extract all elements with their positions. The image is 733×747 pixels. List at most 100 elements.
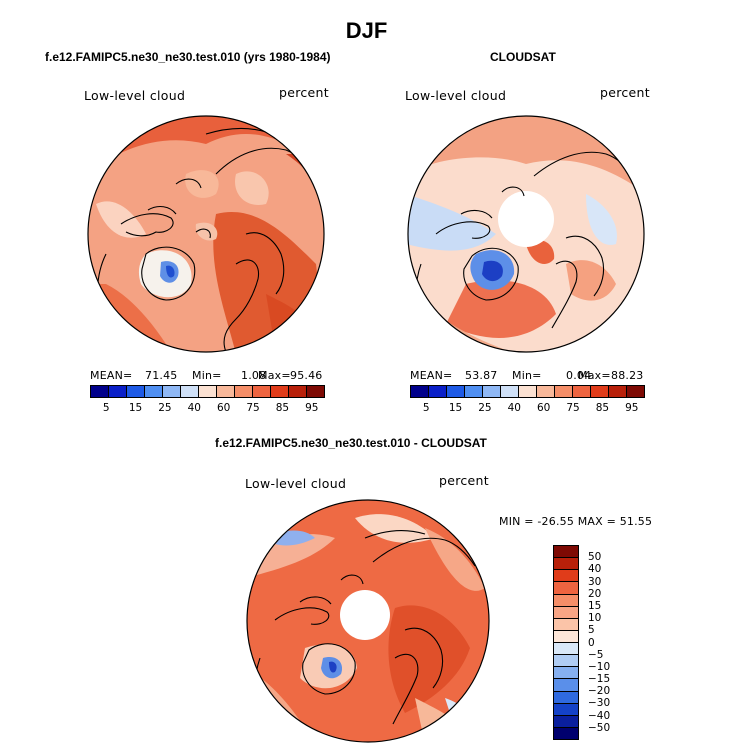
diff-colorbar-tick-label: 15 bbox=[588, 599, 602, 612]
diff-colorbar-swatch bbox=[554, 546, 578, 559]
diff-panel-title: f.e12.FAMIPC5.ne30_ne30.test.010 - CLOUD… bbox=[215, 436, 487, 450]
diff-colorbar-swatch bbox=[554, 594, 578, 607]
obs-colorbar-swatch bbox=[537, 386, 555, 397]
obs-mean-label: MEAN= bbox=[410, 369, 453, 382]
figure-title: DJF bbox=[345, 18, 388, 43]
diff-colorbar-tick-label: −40 bbox=[588, 709, 611, 722]
model-colorbar-tick-label: 5 bbox=[102, 402, 110, 414]
diff-colorbar-swatch bbox=[554, 691, 578, 704]
diff-colorbar-swatch bbox=[554, 679, 578, 692]
diff-colorbar-swatch bbox=[554, 570, 578, 583]
obs-colorbar-tick-label: 95 bbox=[625, 402, 639, 414]
model-mean-value: 71.45 bbox=[145, 369, 178, 382]
obs-colorbar-swatch bbox=[555, 386, 573, 397]
diff-colorbar-swatch bbox=[554, 667, 578, 680]
model-colorbar-swatch bbox=[217, 386, 235, 397]
diff-colorbar-tick-label: 50 bbox=[588, 551, 602, 564]
obs-colorbar-tick-label: 5 bbox=[422, 402, 430, 414]
model-colorbar-swatch bbox=[127, 386, 145, 397]
diff-colorbar-tick-label: −50 bbox=[588, 721, 611, 734]
obs-colorbar-swatch bbox=[447, 386, 465, 397]
model-colorbar-swatch bbox=[163, 386, 181, 397]
obs-mean-value: 53.87 bbox=[465, 369, 498, 382]
diff-colorbar-swatch bbox=[554, 703, 578, 716]
diff-colorbar-swatch bbox=[554, 727, 578, 739]
diff-colorbar-swatch bbox=[554, 715, 578, 728]
diff-colorbar-swatch bbox=[554, 582, 578, 595]
model-units-label: percent bbox=[279, 85, 329, 100]
diff-polar-map bbox=[246, 499, 490, 743]
diff-units-label: percent bbox=[439, 473, 489, 488]
obs-colorbar-swatch bbox=[573, 386, 591, 397]
model-mean-label: MEAN= bbox=[90, 369, 133, 382]
model-colorbar-tick-label: 60 bbox=[216, 402, 231, 414]
obs-max-value: 88.23 bbox=[611, 369, 644, 382]
obs-colorbar-swatch bbox=[465, 386, 483, 397]
diff-colorbar-swatch bbox=[554, 630, 578, 643]
model-colorbar-swatch bbox=[253, 386, 271, 397]
model-colorbar bbox=[90, 385, 325, 398]
obs-colorbar-tick-label: 85 bbox=[595, 402, 610, 414]
model-colorbar-tick-label: 15 bbox=[128, 402, 143, 414]
model-colorbar-tick-label: 75 bbox=[246, 402, 260, 414]
diff-colorbar-tick-label: −10 bbox=[588, 660, 611, 673]
model-max-label: Max= bbox=[258, 369, 291, 382]
model-polar-map bbox=[87, 115, 325, 353]
diff-colorbar-tick-label: 20 bbox=[588, 587, 602, 600]
obs-colorbar-swatch bbox=[591, 386, 609, 397]
model-colorbar-tick-label: 40 bbox=[187, 402, 201, 414]
model-colorbar-tick-label: 85 bbox=[275, 402, 290, 414]
obs-colorbar-tick-label: 25 bbox=[478, 402, 492, 414]
model-min-label: Min= bbox=[192, 369, 222, 382]
model-colorbar-swatch bbox=[145, 386, 163, 397]
model-variable-label: Low-level cloud bbox=[84, 88, 186, 103]
obs-units-label: percent bbox=[600, 85, 650, 100]
diff-colorbar-swatch bbox=[554, 606, 578, 619]
obs-colorbar-tick-label: 15 bbox=[448, 402, 463, 414]
diff-colorbar bbox=[553, 545, 579, 740]
diff-colorbar-tick-label: −20 bbox=[588, 685, 611, 698]
model-min-value: 1.08 bbox=[241, 369, 267, 382]
model-colorbar-swatch bbox=[181, 386, 199, 397]
model-colorbar-swatch bbox=[307, 386, 324, 397]
model-colorbar-swatch bbox=[109, 386, 127, 397]
diff-colorbar-swatch bbox=[554, 643, 578, 656]
model-colorbar-swatch bbox=[271, 386, 289, 397]
diff-colorbar-tick-label: 30 bbox=[588, 575, 602, 588]
obs-colorbar-tick-label: 75 bbox=[566, 402, 580, 414]
diff-colorbar-tick-label: 40 bbox=[588, 563, 602, 576]
diff-colorbar-swatch bbox=[554, 558, 578, 571]
model-colorbar-swatch bbox=[91, 386, 109, 397]
obs-colorbar-swatch bbox=[627, 386, 644, 397]
model-colorbar-tick-label: 25 bbox=[158, 402, 172, 414]
obs-colorbar-tick-label: 60 bbox=[536, 402, 551, 414]
model-panel-title: f.e12.FAMIPC5.ne30_ne30.test.010 (yrs 19… bbox=[45, 50, 331, 64]
obs-colorbar-tick-label: 40 bbox=[507, 402, 521, 414]
model-colorbar-swatch bbox=[199, 386, 217, 397]
obs-min-label: Min= bbox=[512, 369, 542, 382]
diff-colorbar-tick-label: −15 bbox=[588, 673, 611, 686]
obs-colorbar-swatch bbox=[501, 386, 519, 397]
obs-colorbar-swatch bbox=[609, 386, 627, 397]
diff-colorbar-tick-label: 10 bbox=[588, 612, 602, 625]
obs-variable-label: Low-level cloud bbox=[405, 88, 507, 103]
model-max-value: 95.46 bbox=[290, 369, 323, 382]
obs-colorbar bbox=[410, 385, 645, 398]
diff-colorbar-tick-label: −5 bbox=[588, 648, 604, 661]
obs-colorbar-swatch bbox=[429, 386, 447, 397]
diff-colorbar-swatch bbox=[554, 655, 578, 668]
diff-colorbar-tick-label: 5 bbox=[588, 624, 595, 637]
diff-minmax-label: MIN = -26.55 MAX = 51.55 bbox=[499, 515, 653, 528]
model-colorbar-swatch bbox=[235, 386, 253, 397]
obs-panel-title: CLOUDSAT bbox=[490, 50, 556, 64]
diff-colorbar-tick-label: −30 bbox=[588, 697, 611, 710]
obs-colorbar-swatch bbox=[519, 386, 537, 397]
model-colorbar-tick-label: 95 bbox=[305, 402, 319, 414]
diff-variable-label: Low-level cloud bbox=[245, 476, 347, 491]
diff-colorbar-swatch bbox=[554, 618, 578, 631]
diff-colorbar-tick-label: 0 bbox=[588, 636, 595, 649]
obs-polar-map bbox=[407, 115, 645, 353]
obs-colorbar-swatch bbox=[411, 386, 429, 397]
obs-colorbar-swatch bbox=[483, 386, 501, 397]
model-colorbar-swatch bbox=[289, 386, 307, 397]
